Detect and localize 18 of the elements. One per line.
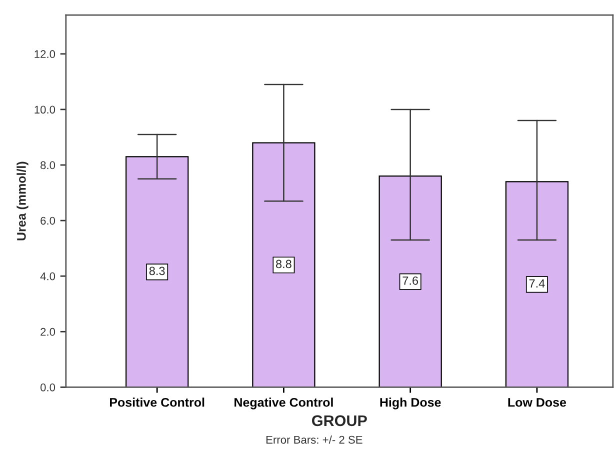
data-label: 7.6 <box>402 276 418 285</box>
y-tick-label: 0.0 <box>40 383 56 392</box>
data-label: 8.8 <box>276 260 292 268</box>
y-tick-label: 2.0 <box>40 328 56 336</box>
y-tick-label: 4.0 <box>40 272 56 280</box>
x-axis-title: GROUP <box>312 415 367 426</box>
x-tick-label: Positive Control <box>110 398 204 407</box>
y-axis-title: Urea (mmol/l) <box>16 162 28 240</box>
y-tick-label: 8.0 <box>40 161 56 170</box>
x-tick-label: Low Dose <box>508 398 566 407</box>
y-tick-label: 6.0 <box>40 216 56 225</box>
x-tick-label: Negative Control <box>234 398 333 410</box>
text: Error Bars: +/- 2 SE <box>266 436 362 444</box>
y-tick-label: 10.0 <box>34 106 56 114</box>
y-tick-label: 12.0 <box>34 50 56 58</box>
data-label: 7.4 <box>529 279 545 288</box>
data-label: 8.3 <box>149 266 165 276</box>
x-tick-label: High Dose <box>380 398 441 410</box>
